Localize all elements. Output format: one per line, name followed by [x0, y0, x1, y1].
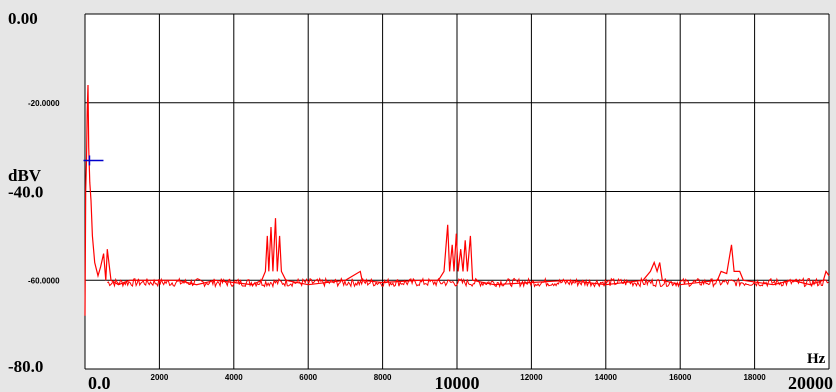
y-tick-label: -20.0000	[28, 99, 60, 108]
y-tick-label: -60.0000	[28, 276, 60, 285]
x-tick-label: 18000	[743, 373, 766, 382]
x-tick-label: 10000	[435, 373, 480, 392]
x-tick-label: 0.0	[88, 373, 111, 392]
x-axis-label: Hz	[807, 351, 826, 367]
y-axis-ticks: 0.00 -20.0000 -40.0 -60.0000 -80.0	[8, 9, 60, 376]
x-tick-label: 12000	[520, 373, 543, 382]
x-tick-label: 4000	[225, 373, 243, 382]
x-tick-label: 20000	[788, 373, 833, 392]
x-tick-label: 16000	[669, 373, 692, 382]
x-tick-label: 14000	[595, 373, 618, 382]
x-axis-ticks: 0.0 2000 4000 6000 8000 10000 12000 14000 16000 1…	[88, 373, 833, 392]
x-tick-label: 6000	[299, 373, 317, 382]
y-tick-label: -40.0	[8, 183, 43, 202]
x-tick-label: 2000	[151, 373, 169, 382]
y-tick-label: -80.0	[8, 357, 43, 376]
y-axis-label: dBV	[8, 166, 42, 185]
y-tick-label: 0.00	[8, 9, 38, 28]
x-tick-label: 8000	[374, 373, 392, 382]
